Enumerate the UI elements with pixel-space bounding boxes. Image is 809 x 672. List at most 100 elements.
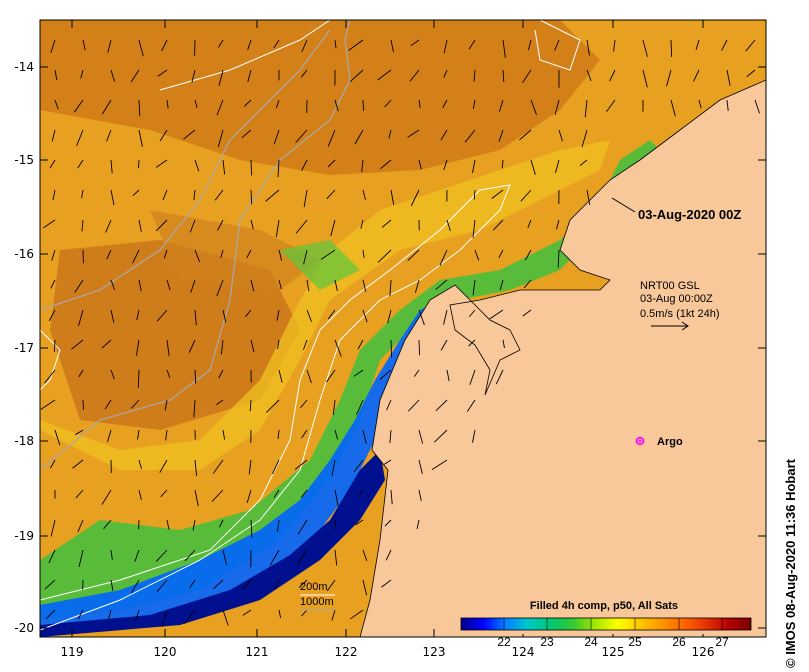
lon-tick-label: 125	[602, 645, 625, 659]
current-vector	[163, 249, 168, 259]
current-vector	[294, 459, 308, 470]
current-vector	[642, 39, 648, 57]
lat-tick-label: -14	[14, 60, 34, 74]
current-vector	[242, 609, 252, 616]
lat-tick-label: -17	[14, 341, 34, 355]
date-pointer-line	[611, 197, 636, 213]
current-vector	[498, 129, 504, 142]
current-vector	[81, 219, 84, 232]
current-vector	[468, 309, 476, 318]
current-vector	[361, 159, 364, 173]
current-vector	[334, 99, 339, 112]
current-vector	[220, 249, 224, 258]
current-vector	[357, 339, 364, 350]
current-vector	[194, 309, 197, 326]
latitude-axis: -14 -15 -16 -17 -18 -19 -20	[14, 60, 766, 635]
current-vector	[190, 279, 196, 293]
land-kimberley[interactable]	[359, 20, 766, 637]
current-vector	[273, 39, 280, 49]
current-vector	[348, 39, 364, 51]
current-vector	[381, 579, 392, 588]
current-vector	[110, 369, 115, 380]
current-vector	[446, 219, 451, 232]
current-vector	[434, 429, 448, 443]
current-vector	[165, 429, 168, 441]
current-vector	[334, 429, 339, 440]
current-vector	[527, 219, 532, 229]
current-vector	[353, 459, 364, 473]
current-vector	[265, 189, 280, 202]
current-vector	[384, 99, 392, 108]
current-vector	[159, 129, 168, 142]
current-vector	[356, 399, 364, 415]
current-vector	[104, 399, 112, 410]
current-vector	[297, 549, 308, 565]
current-vector	[194, 369, 197, 384]
current-vector	[609, 69, 616, 82]
current-vector	[110, 579, 114, 591]
current-vector	[247, 39, 252, 50]
current-vector	[416, 519, 420, 530]
current-vector	[298, 579, 308, 588]
current-vector	[157, 69, 168, 77]
current-vector	[330, 219, 336, 237]
current-vector	[71, 339, 84, 350]
isobath-200m-line	[534, 20, 581, 71]
current-vector	[138, 129, 143, 147]
current-vector	[558, 129, 563, 142]
current-vector	[77, 159, 84, 169]
current-vector	[410, 189, 420, 207]
current-vector	[418, 429, 424, 444]
current-vector	[726, 69, 731, 86]
argo-label: Argo	[657, 436, 683, 448]
current-vector	[390, 339, 393, 358]
current-vector	[443, 159, 448, 171]
current-vector	[110, 69, 116, 82]
current-vector	[473, 189, 476, 200]
current-vector	[155, 219, 168, 232]
current-vector	[219, 519, 224, 528]
current-vector	[193, 399, 196, 418]
current-vector	[306, 279, 310, 292]
current-vector	[107, 39, 112, 53]
argo-marker-icon[interactable]	[635, 436, 645, 446]
colorbar-tick-label: 22	[497, 635, 511, 649]
current-vector	[135, 339, 140, 356]
current-vector	[166, 99, 169, 109]
current-vector	[110, 159, 113, 174]
current-vector	[74, 279, 84, 293]
colorbar	[460, 617, 752, 631]
current-vector	[586, 189, 591, 205]
current-vector	[216, 399, 224, 405]
current-vector	[746, 69, 756, 78]
current-vector	[243, 99, 252, 107]
current-vector	[379, 369, 392, 380]
current-scale: 0.5m/s (1kt 24h)	[640, 308, 719, 320]
current-vector	[530, 99, 537, 115]
current-vector	[326, 579, 336, 592]
current-vector	[134, 549, 140, 562]
date-label: 03-Aug-2020 00Z	[638, 207, 741, 222]
current-vector	[302, 339, 308, 350]
current-vector	[110, 279, 116, 290]
current-vector	[273, 129, 280, 145]
current-vector	[194, 159, 200, 172]
sst-shelf-band	[40, 140, 610, 470]
isobath-200m-line	[40, 329, 61, 391]
current-vector	[161, 609, 168, 627]
current-vector	[166, 339, 170, 356]
current-vector	[670, 99, 676, 117]
current-vector	[489, 309, 504, 320]
current-vector	[554, 159, 560, 174]
current-vector	[473, 69, 476, 82]
current-vector	[194, 489, 199, 507]
current-vector	[273, 489, 280, 498]
current-vector	[498, 99, 504, 112]
current-vector	[54, 99, 59, 110]
current-vector	[306, 309, 312, 322]
current-vector	[40, 399, 56, 410]
current-vector	[415, 279, 420, 293]
current-vector	[48, 549, 56, 564]
current-vector	[82, 39, 86, 51]
sst-warm-patch	[40, 20, 600, 175]
